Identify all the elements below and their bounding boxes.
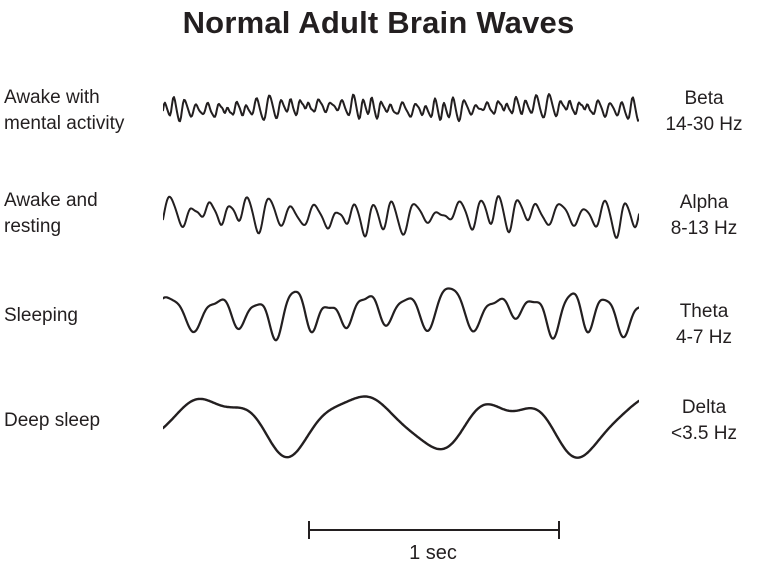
theta-wave-trace [163, 287, 639, 342]
state-label-awake-mental-activity: Awake with mental activity [4, 85, 124, 137]
band-label-delta: Delta <3.5 Hz [652, 395, 756, 447]
beta-wave [163, 93, 639, 123]
theta-wave [163, 287, 639, 342]
scale-bar-left-tick [308, 521, 310, 539]
band-frequency: 14-30 Hz [665, 114, 743, 135]
diagram-title: Normal Adult Brain Waves [182, 5, 575, 40]
band-label-theta: Theta 4-7 Hz [652, 299, 756, 351]
state-label-line: mental activity [4, 113, 125, 134]
delta-wave [163, 395, 639, 459]
state-label-deep-sleep: Deep sleep [4, 408, 100, 434]
band-name: Theta [679, 301, 729, 322]
band-frequency: <3.5 Hz [670, 423, 737, 444]
state-label-line: Sleeping [4, 305, 78, 326]
band-name: Delta [681, 397, 727, 418]
beta-wave-trace [163, 93, 639, 123]
state-label-line: resting [4, 216, 62, 237]
band-name: Beta [684, 88, 724, 109]
state-label-line: Awake and [4, 190, 98, 211]
band-frequency: 8-13 Hz [670, 218, 738, 239]
band-name: Alpha [679, 192, 729, 213]
scale-bar-label: 1 sec [409, 542, 457, 564]
scale-bar-line [308, 529, 560, 531]
state-label-line: Deep sleep [4, 410, 101, 431]
scale-bar-right-tick [558, 521, 560, 539]
delta-wave-trace [163, 395, 639, 459]
band-label-beta: Beta 14-30 Hz [652, 86, 756, 138]
state-label-awake-resting: Awake and resting [4, 188, 98, 240]
state-label-line: Awake with [4, 87, 100, 108]
alpha-wave [163, 195, 639, 239]
band-label-alpha: Alpha 8-13 Hz [652, 190, 756, 242]
state-label-sleeping: Sleeping [4, 303, 78, 329]
alpha-wave-trace [163, 195, 639, 239]
band-frequency: 4-7 Hz [676, 327, 732, 348]
